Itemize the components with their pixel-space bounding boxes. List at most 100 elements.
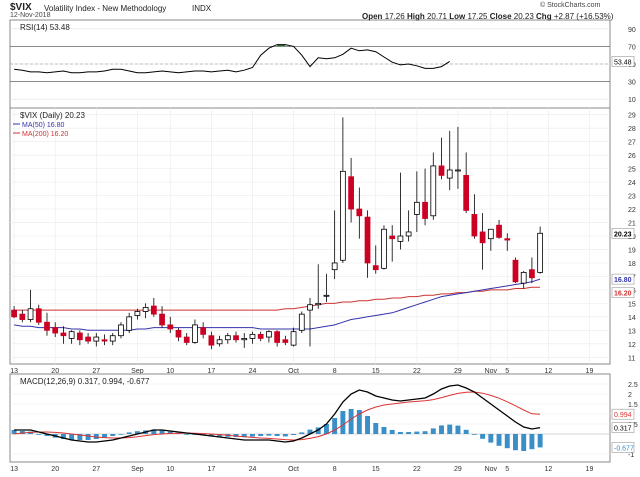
candle-up [381,228,387,269]
macd-histogram-bar [151,429,157,434]
candle-up [224,335,231,341]
macd-histogram-bar [504,434,510,449]
candle-down [19,313,26,320]
candle-down [208,335,215,346]
candle-down [471,214,478,237]
open-value: 17.26 [384,12,405,21]
macd-line [14,384,541,443]
candle-up [298,313,305,331]
chg-label: Chg [536,12,552,21]
candle-down [101,339,108,342]
candle-down [200,327,207,335]
macd-histogram-bar [414,431,420,434]
rsi-panel: 103050709053.48 RSI(14) 53.48 [9,19,636,109]
candle-down [175,329,182,338]
macd-histogram-bar [60,434,66,439]
macd-histogram-bar [389,430,395,434]
candle-up [93,336,100,342]
close-label: Close [489,12,512,21]
macd-histogram-bar [471,434,477,435]
macd-histogram-bar [118,434,124,435]
macd-histogram-bar [496,434,502,446]
price-tick-label: 26 [628,153,636,160]
macd-value-label: -0.677 [614,445,634,452]
price-last-value: 20.23 [614,231,632,238]
macd-histogram-bar [126,432,132,434]
candle-up [192,324,198,343]
macd-value-label: 0.994 [614,412,632,419]
macd-x-tick-label: Oct [288,466,299,473]
price-x-tick-label: 12 [544,368,552,375]
macd-x-tick-label: 29 [454,466,462,473]
macd-grid [10,383,610,455]
macd-histogram-bar [11,430,17,434]
ticker-symbol: $VIX [10,2,32,13]
candle-down [76,332,83,341]
price-x-tick-label: 20 [51,368,59,375]
macd-x-tick-label: 20 [51,466,59,473]
high-value: 20.71 [426,12,447,21]
candle-up [397,235,404,242]
candle-down [422,201,428,219]
macd-histogram-bar [44,434,50,436]
macd-x-axis: 13 20 27 Sep 10 17 24 Oct 8 15 22 29 Nov 5 12 19 [10,466,593,473]
signal-line [14,391,541,441]
candle-down [496,224,502,238]
macd-histogram-bar [241,434,247,438]
candle-down [348,176,354,210]
rsi-line [14,44,450,74]
macd-histogram-bar [529,434,535,450]
macd-x-tick-label: 19 [586,466,594,473]
chg-value: +2.87 (+16.53%) [553,12,614,21]
macd-x-tick-label: 22 [413,466,421,473]
candle-down [372,265,379,271]
macd-x-tick-label: Sep [131,466,144,473]
ma200-legend: MA(200) 16.20 [22,131,68,138]
macd-histogram-bar [77,434,83,440]
macd-value-box [611,442,635,453]
price-x-tick-label: 22 [413,368,421,375]
candle-up [340,170,346,261]
macd-histogram-bar [134,431,140,434]
macd-x-tick-label: 15 [372,466,380,473]
candle-up [134,311,141,316]
macd-histogram-bar [463,429,469,434]
candle-up [27,308,34,320]
high-label: High [406,12,425,21]
candle-up [109,335,116,342]
macd-x-tick-label: 17 [207,466,215,473]
candle-up [520,271,527,284]
price-x-tick-label: 27 [92,368,100,375]
low-value: 17.25 [467,12,488,21]
candle-up [68,331,75,339]
candle-up [430,165,437,217]
price-x-tick-label: Nov [485,368,498,375]
rsi-tick-label: 90 [628,27,636,34]
candle-down [167,324,174,330]
candle-down [479,231,486,244]
candle-down [159,313,165,326]
macd-histogram-bar [85,434,91,440]
macd-tick-label: -1 [628,452,634,459]
candle-down [257,333,264,339]
ma50-line [14,278,541,331]
candle-down [512,259,519,283]
macd-histogram-bar [430,428,436,434]
candle-up [241,337,248,341]
price-x-tick-label: 5 [505,368,509,375]
ma50-legend: MA(50) 16.80 [22,122,65,129]
macd-histogram-bar [184,434,190,435]
macd-histogram-bar [233,434,239,437]
price-x-tick-label: 24 [249,368,257,375]
macd-histogram-bar [299,432,305,434]
macd-histogram-bar [332,418,338,434]
rsi-last-value: 53.48 [614,59,632,66]
macd-histogram-bar [356,410,362,434]
macd-histogram [11,409,543,451]
price-axis: 1112131415161718192021222324252627282920… [611,113,636,362]
macd-histogram-bar [422,431,428,434]
macd-histogram-bar [250,434,255,437]
candle-down [35,308,42,323]
